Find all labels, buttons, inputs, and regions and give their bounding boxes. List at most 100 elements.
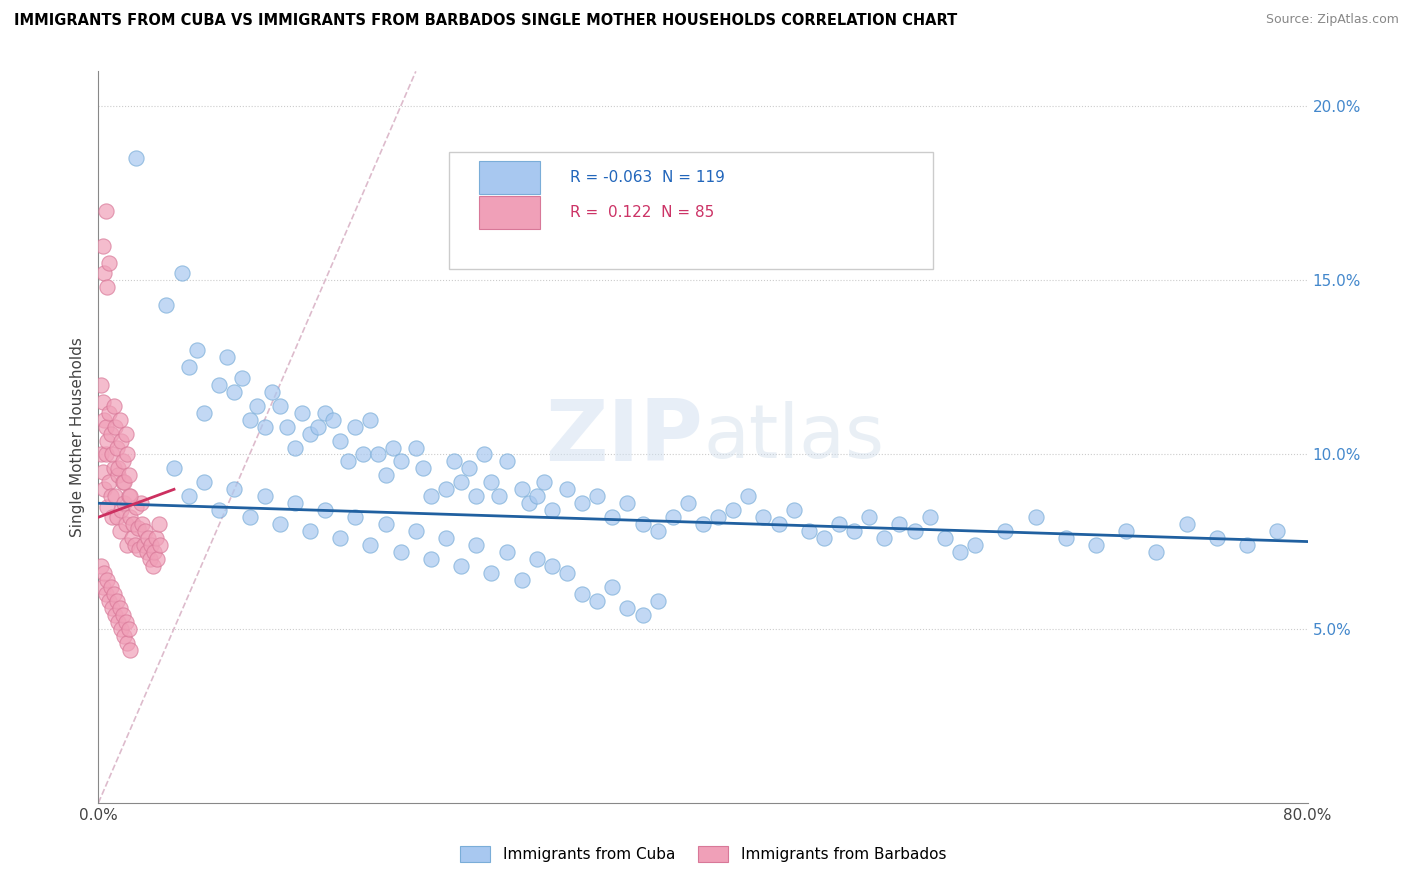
FancyBboxPatch shape [449, 152, 932, 268]
Point [246, 399, 269, 413]
Point [783, 503, 806, 517]
Point [111, 607, 134, 622]
Point [307, 419, 329, 434]
Point [284, 441, 307, 455]
Point [616, 600, 638, 615]
Point [208, 377, 231, 392]
Point [495, 454, 517, 468]
Point [253, 489, 276, 503]
Point [101, 510, 124, 524]
Point [602, 580, 624, 594]
Point [118, 468, 141, 483]
Point [124, 538, 146, 552]
Point [104, 607, 127, 622]
Point [1206, 531, 1229, 545]
Point [510, 483, 533, 497]
Point [329, 531, 352, 545]
Point [115, 635, 138, 649]
Point [103, 587, 125, 601]
Point [141, 538, 163, 552]
Point [110, 434, 132, 448]
Point [115, 538, 138, 552]
Point [253, 419, 276, 434]
Y-axis label: Single Mother Households: Single Mother Households [70, 337, 86, 537]
Point [1085, 538, 1108, 552]
Point [93, 483, 115, 497]
Point [193, 406, 215, 420]
Point [1175, 517, 1198, 532]
Point [472, 448, 495, 462]
Point [269, 399, 291, 413]
Point [858, 510, 880, 524]
Point [104, 419, 127, 434]
Point [114, 426, 136, 441]
Point [132, 538, 155, 552]
Point [284, 496, 307, 510]
Point [98, 594, 121, 608]
Point [510, 573, 533, 587]
Point [405, 441, 427, 455]
Point [465, 538, 488, 552]
Point [571, 587, 593, 601]
Point [918, 510, 941, 524]
Legend: Immigrants from Cuba, Immigrants from Barbados: Immigrants from Cuba, Immigrants from Ba… [454, 840, 952, 868]
Point [122, 517, 145, 532]
Point [904, 524, 927, 538]
Point [405, 524, 427, 538]
Point [434, 531, 457, 545]
Point [108, 600, 131, 615]
Point [115, 448, 138, 462]
Point [707, 510, 730, 524]
Point [98, 256, 121, 270]
Point [143, 545, 166, 559]
Point [844, 524, 866, 538]
Point [517, 496, 540, 510]
Point [457, 461, 479, 475]
Point [443, 454, 465, 468]
Point [96, 434, 118, 448]
Point [873, 531, 896, 545]
Point [276, 419, 298, 434]
Point [90, 448, 112, 462]
Point [96, 573, 118, 587]
Point [389, 545, 412, 559]
Point [139, 552, 162, 566]
Point [540, 503, 562, 517]
Point [1267, 524, 1289, 538]
Point [495, 545, 517, 559]
Point [128, 541, 150, 556]
Point [813, 531, 835, 545]
Point [647, 524, 669, 538]
Point [661, 510, 683, 524]
Point [314, 406, 336, 420]
Point [135, 545, 157, 559]
Point [934, 531, 956, 545]
Point [114, 517, 136, 532]
Point [723, 503, 745, 517]
Point [149, 538, 172, 552]
Point [105, 510, 128, 524]
Point [208, 503, 231, 517]
Point [533, 475, 555, 490]
Point [360, 538, 382, 552]
Point [1054, 531, 1077, 545]
Point [269, 517, 291, 532]
Point [231, 371, 253, 385]
Point [118, 489, 141, 503]
Point [125, 152, 148, 166]
Point [94, 203, 117, 218]
Point [101, 448, 124, 462]
Point [142, 558, 165, 573]
Point [526, 489, 548, 503]
Point [215, 350, 238, 364]
Bar [479, 161, 540, 194]
Point [121, 531, 143, 545]
Point [163, 461, 186, 475]
Point [1236, 538, 1258, 552]
Point [105, 594, 128, 608]
Point [91, 580, 114, 594]
Point [586, 489, 609, 503]
Point [949, 545, 972, 559]
Point [129, 496, 152, 510]
Point [994, 524, 1017, 538]
